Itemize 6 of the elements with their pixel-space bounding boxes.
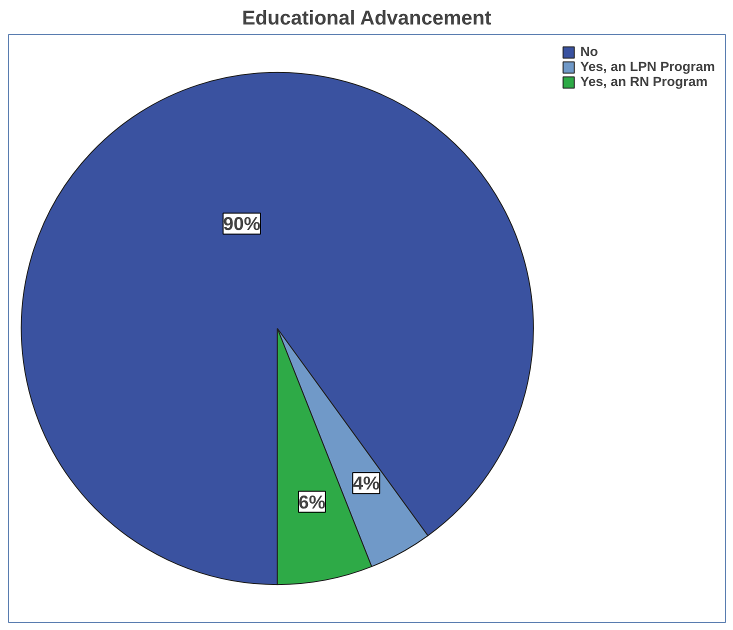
- data-label: 6%: [298, 491, 326, 512]
- legend-label: Yes, an RN Program: [580, 74, 708, 89]
- data-label: 90%: [223, 213, 261, 234]
- legend-label: No: [580, 44, 599, 59]
- chart-title: Educational Advancement: [242, 8, 492, 30]
- legend-label: Yes, an LPN Program: [580, 59, 715, 74]
